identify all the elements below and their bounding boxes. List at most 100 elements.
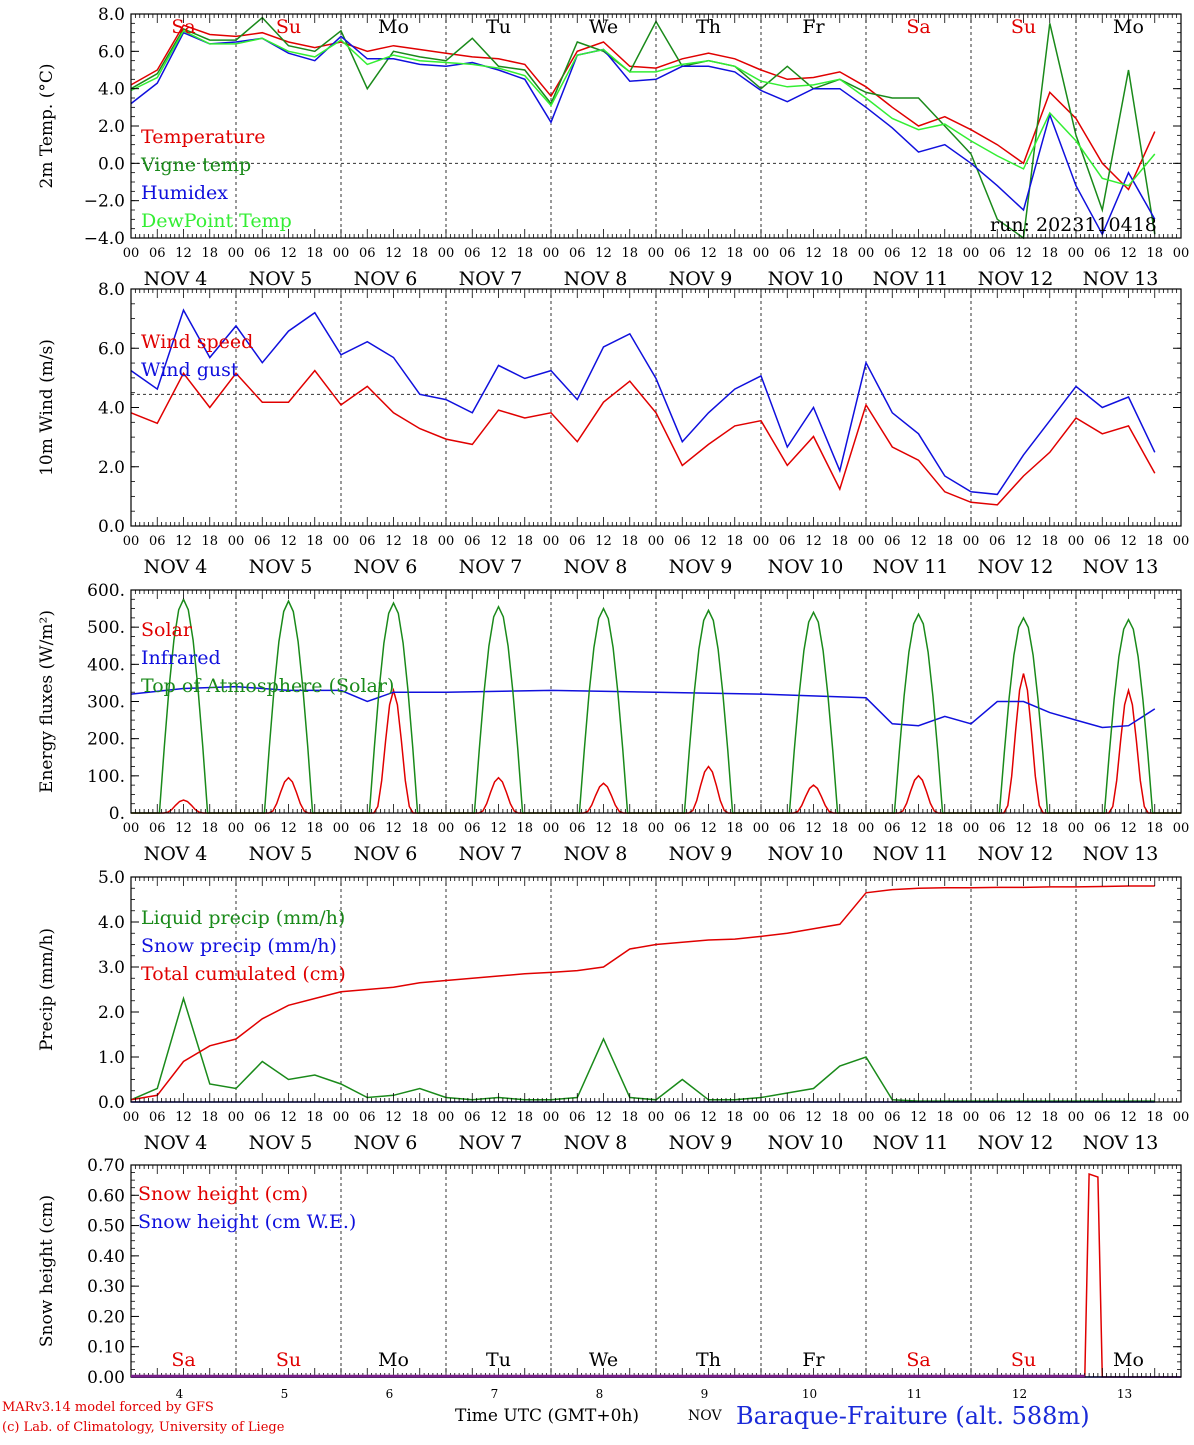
hour-label: 18 (516, 246, 533, 261)
station-name: Baraque-Fraiture (alt. 588m) (736, 1402, 1090, 1430)
day-number: 11 (907, 1387, 922, 1401)
y-tick-label: 4.0 (98, 80, 125, 100)
weekday-label: Sa (906, 1349, 930, 1371)
legend-entry: Humidex (141, 182, 228, 204)
hour-label: 12 (1120, 246, 1137, 261)
hour-label: 12 (280, 821, 297, 836)
hour-label: 06 (674, 534, 691, 549)
day-label: NOV 6 (354, 268, 418, 290)
y-tick-label: 0.60 (87, 1186, 125, 1206)
y-tick-label: 200. (87, 730, 125, 750)
hour-label: 18 (726, 534, 743, 549)
weekday-label: Su (1011, 1349, 1036, 1371)
hour-label: 06 (989, 534, 1006, 549)
day-number: 4 (176, 1387, 184, 1401)
hour-label: 06 (989, 821, 1006, 836)
hour-label: 00 (543, 534, 560, 549)
legend-entry: Temperature (141, 126, 265, 148)
weekday-label: Mo (378, 16, 409, 38)
hour-label: 00 (1173, 1110, 1190, 1125)
hour-label: 00 (1068, 821, 1085, 836)
hour-label: 06 (464, 246, 481, 261)
hour-label: 06 (884, 821, 901, 836)
hour-label: 18 (621, 821, 638, 836)
hour-label: 18 (726, 821, 743, 836)
panel-2: 8.0 6.0 4.0 2.0 0.0 10m Wind (m/s) Wind speed W… (37, 280, 1189, 578)
day-label: NOV 7 (459, 1132, 523, 1154)
hour-label: 06 (1094, 246, 1111, 261)
panel-5: 0.70 0.60 0.50 0.40 0.30 0.20 0.10 0.00 Snow hei… (37, 1156, 1182, 1401)
hour-label: 18 (516, 534, 533, 549)
hour-label: 18 (936, 1110, 953, 1125)
hour-label: 06 (989, 246, 1006, 261)
hour-label: 00 (963, 1110, 980, 1125)
hour-label: 06 (254, 1110, 271, 1125)
y-tick-label: 100. (87, 767, 125, 787)
hour-label: 18 (516, 1110, 533, 1125)
day-label: NOV 6 (354, 843, 418, 865)
hour-label: 00 (333, 246, 350, 261)
hour-label: 18 (831, 1110, 848, 1125)
day-label: NOV 12 (978, 268, 1054, 290)
y-tick-label: 8.0 (98, 5, 125, 25)
hour-label: 18 (1041, 821, 1058, 836)
hour-label: 00 (438, 246, 455, 261)
hour-label: 00 (858, 821, 875, 836)
hour-label: 06 (779, 1110, 796, 1125)
day-number: 13 (1117, 1387, 1132, 1401)
hour-label: 00 (963, 821, 980, 836)
day-label: NOV 9 (669, 843, 733, 865)
day-label: NOV 10 (768, 268, 844, 290)
legend-entry: Infrared (141, 647, 221, 669)
hour-label: 06 (1094, 1110, 1111, 1125)
hour-label: 12 (1015, 534, 1032, 549)
hour-label: 12 (490, 1110, 507, 1125)
hour-label: 12 (1015, 1110, 1032, 1125)
day-label: NOV 11 (873, 1132, 949, 1154)
y-tick-label: 0.00 (87, 1368, 125, 1388)
hour-label: 00 (228, 821, 245, 836)
plot-frame (130, 13, 1182, 239)
hour-label: 12 (595, 1110, 612, 1125)
hour-label: 12 (1120, 1110, 1137, 1125)
hour-label: 18 (621, 246, 638, 261)
hour-label: 00 (648, 534, 665, 549)
y-tick-label: 6.0 (98, 339, 125, 359)
day-number: 8 (596, 1387, 604, 1401)
hour-label: 18 (1146, 821, 1163, 836)
model-credit: MARv3.14 model forced by GFS (2, 1400, 214, 1415)
hour-label: 12 (490, 246, 507, 261)
hour-label: 06 (149, 534, 166, 549)
hour-label: 12 (1015, 246, 1032, 261)
day-label: NOV 7 (459, 268, 523, 290)
hour-label: 12 (595, 246, 612, 261)
hour-label: 12 (490, 821, 507, 836)
hour-label: 06 (254, 534, 271, 549)
legend-entry: Snow precip (mm/h) (141, 935, 337, 957)
weekday-label: Tu (486, 1349, 511, 1371)
hour-label: 00 (438, 821, 455, 836)
hour-label: 00 (858, 1110, 875, 1125)
legend-entry: Vigne temp (140, 154, 251, 176)
hour-label: 00 (858, 246, 875, 261)
day-label: NOV 6 (354, 556, 418, 578)
series-total-cumulated-cm- (130, 885, 1155, 1101)
time-axis-title: Time UTC (GMT+0h) (455, 1406, 640, 1426)
hour-label: 06 (569, 1110, 586, 1125)
hour-label: 00 (648, 1110, 665, 1125)
hour-label: 12 (175, 246, 192, 261)
y-tick-label: 300. (87, 693, 125, 713)
day-label: NOV 11 (873, 843, 949, 865)
hour-label: 18 (411, 246, 428, 261)
day-number: 7 (491, 1387, 499, 1401)
hour-label: 06 (674, 821, 691, 836)
hour-label: 18 (621, 1110, 638, 1125)
hour-label: 18 (201, 534, 218, 549)
hour-label: 12 (805, 821, 822, 836)
weekday-label: Fr (802, 16, 825, 38)
day-label: NOV 13 (1083, 843, 1159, 865)
day-label: NOV 11 (873, 268, 949, 290)
y-tick-label: 400. (87, 655, 125, 675)
day-number: 12 (1012, 1387, 1027, 1401)
hour-label: 06 (1094, 821, 1111, 836)
